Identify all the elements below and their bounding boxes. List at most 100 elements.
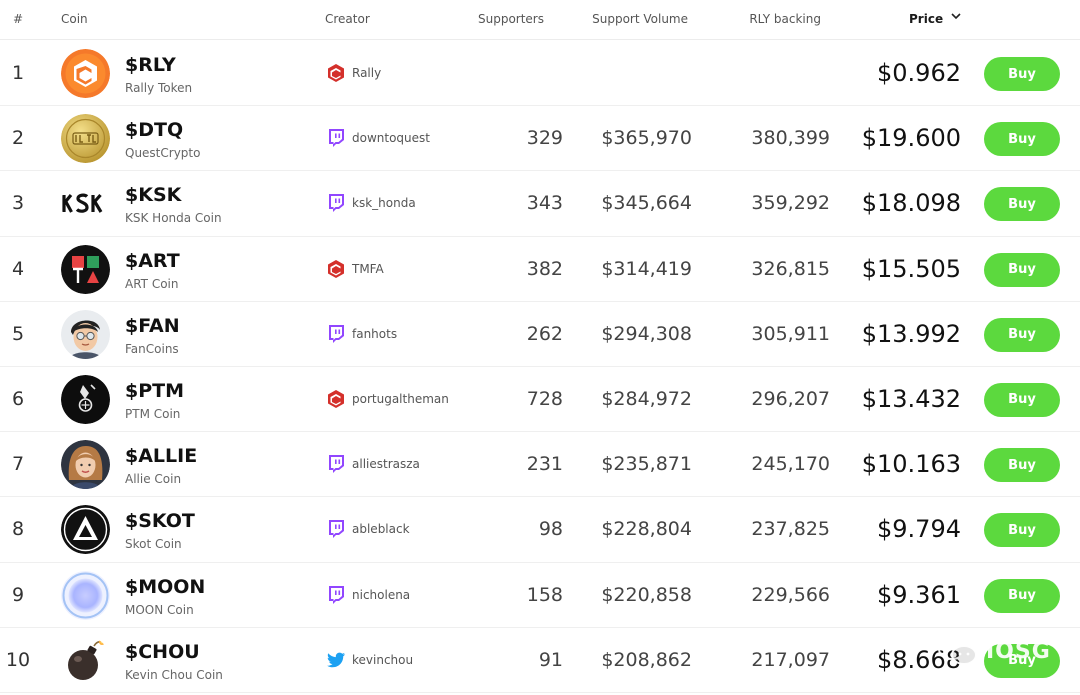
coin-symbol[interactable]: $PTM xyxy=(125,379,185,402)
table-row[interactable]: 8 $SKOT Skot Coin ableblack 98 $228,804 … xyxy=(0,497,1080,563)
buy-button[interactable]: Buy xyxy=(984,448,1060,483)
rly-backing: 359,292 xyxy=(751,192,830,215)
dtq-logo-icon xyxy=(61,114,110,164)
price: $8.668 xyxy=(877,645,961,674)
coin-symbol[interactable]: $DTQ xyxy=(125,119,184,142)
creator-handle[interactable]: kevinchou xyxy=(352,652,414,667)
twitch-icon xyxy=(329,455,344,474)
table-row[interactable]: 9 $MOON MOON Coin nicholena 158 $220,858… xyxy=(0,563,1080,628)
creator[interactable]: alliestrasza xyxy=(326,432,420,496)
table-row[interactable]: 1 $RLY Rally Token Rally $0.962 Buy xyxy=(0,41,1080,107)
creator-handle[interactable]: portugaltheman xyxy=(352,392,449,407)
rly-logo-icon xyxy=(61,49,110,98)
bomb-logo-icon xyxy=(61,635,110,685)
creator-handle[interactable]: downtoquest xyxy=(352,131,430,146)
creator-handle[interactable]: nicholena xyxy=(352,587,411,602)
buy-button[interactable]: Buy xyxy=(984,643,1060,678)
coin-symbol[interactable]: $CHOU xyxy=(125,640,200,663)
rank: 1 xyxy=(11,62,25,85)
coin-name: ART Coin xyxy=(125,276,179,291)
support-volume: $294,308 xyxy=(601,322,692,345)
table-row[interactable]: 2 $DTQ QuestCrypto downtoquest 329 $365,… xyxy=(0,106,1080,172)
support-volume: $220,858 xyxy=(601,583,692,606)
rly-backing: 229,566 xyxy=(751,583,830,606)
coin-symbol[interactable]: $FAN xyxy=(125,314,180,337)
rank: 2 xyxy=(11,127,25,150)
creator-handle[interactable]: TMFA xyxy=(352,261,384,276)
rank: 9 xyxy=(11,583,25,606)
coin-name: FanCoins xyxy=(125,341,179,356)
support-volume: $365,970 xyxy=(601,127,692,150)
rank: 8 xyxy=(11,518,25,541)
support-volume: $314,419 xyxy=(601,257,692,280)
header-coin: Coin xyxy=(61,12,88,26)
creator[interactable]: TMFA xyxy=(326,237,384,301)
support-volume: $284,972 xyxy=(601,388,692,411)
buy-button[interactable]: Buy xyxy=(984,578,1060,613)
price: $13.432 xyxy=(861,385,961,414)
table-row[interactable]: 4 $ART ART Coin TMFA 382 $314,419 326,81… xyxy=(0,237,1080,302)
coin-name: MOON Coin xyxy=(125,602,194,617)
supporters: 343 xyxy=(526,192,563,215)
table-row[interactable]: 7 $ALLIE Allie Coin alliestrasza 231 $23… xyxy=(0,432,1080,498)
creator[interactable]: kevinchou xyxy=(326,628,413,692)
creator[interactable]: portugaltheman xyxy=(326,367,449,431)
rly-backing: 326,815 xyxy=(751,257,830,280)
buy-button[interactable]: Buy xyxy=(984,57,1060,91)
header-price-sort[interactable]: Price xyxy=(909,12,944,26)
creator[interactable]: fanhots xyxy=(326,302,397,366)
buy-button[interactable]: Buy xyxy=(984,513,1060,548)
buy-button[interactable]: Buy xyxy=(984,317,1060,352)
buy-button[interactable]: Buy xyxy=(984,187,1060,222)
creator[interactable]: Rally xyxy=(326,41,381,105)
table-row[interactable]: 10 $CHOU Kevin Chou Coin kevinchou 91 $2… xyxy=(0,628,1080,693)
coin-name: Rally Token xyxy=(125,81,193,95)
header-rly-backing[interactable]: RLY backing xyxy=(749,12,821,26)
creator-handle[interactable]: fanhots xyxy=(352,326,398,341)
coin-symbol[interactable]: $KSK xyxy=(125,184,182,207)
coin-name: QuestCrypto xyxy=(125,146,201,161)
coin-name: Allie Coin xyxy=(125,472,182,487)
table-header: # Coin Creator Supporters Support Volume… xyxy=(0,0,1080,40)
rly-backing: 305,911 xyxy=(751,322,830,345)
table-row[interactable]: 5 $FAN FanCoins fanhots 262 $294,308 305… xyxy=(0,302,1080,367)
rank: 6 xyxy=(11,388,25,411)
creator-handle[interactable]: ksk_honda xyxy=(352,196,416,211)
coin-symbol[interactable]: $ART xyxy=(125,249,180,272)
coin-symbol[interactable]: $RLY xyxy=(125,54,176,76)
price: $15.505 xyxy=(861,254,961,283)
coin-symbol[interactable]: $MOON xyxy=(125,575,206,598)
price: $0.962 xyxy=(877,59,961,88)
rally-icon xyxy=(328,64,344,83)
creator[interactable]: ableblack xyxy=(326,497,410,561)
coin-symbol[interactable]: $ALLIE xyxy=(125,445,198,468)
creator-handle[interactable]: alliestrasza xyxy=(352,457,420,472)
rank: 4 xyxy=(11,257,25,280)
twitch-icon xyxy=(329,129,344,148)
supporters: 728 xyxy=(526,388,563,411)
creator[interactable]: nicholena xyxy=(326,563,410,627)
creator[interactable]: ksk_honda xyxy=(326,171,416,235)
fan-avatar-icon xyxy=(61,309,110,359)
header-creator: Creator xyxy=(325,12,370,26)
allie-avatar-icon xyxy=(61,440,110,490)
creator-handle[interactable]: Rally xyxy=(352,66,382,81)
header-supporters[interactable]: Supporters xyxy=(477,12,544,26)
buy-button[interactable]: Buy xyxy=(984,382,1060,417)
twitter-icon xyxy=(327,652,346,668)
buy-button[interactable]: Buy xyxy=(984,252,1060,287)
support-volume: $228,804 xyxy=(601,518,692,541)
table-row[interactable]: 3 $KSK KSK Honda Coin ksk_honda 343 $345… xyxy=(0,171,1080,237)
skot-logo-icon xyxy=(61,505,110,555)
price: $13.992 xyxy=(861,319,961,348)
twitch-icon xyxy=(329,324,344,343)
buy-button[interactable]: Buy xyxy=(984,122,1060,157)
moon-logo-icon xyxy=(61,570,110,620)
coin-name: Skot Coin xyxy=(125,537,182,552)
table-row[interactable]: 6 $PTM PTM Coin portugaltheman 728 $284,… xyxy=(0,367,1080,433)
creator[interactable]: downtoquest xyxy=(326,106,430,170)
chevron-down-icon[interactable] xyxy=(950,10,962,22)
header-support-volume[interactable]: Support Volume xyxy=(592,12,688,26)
coin-symbol[interactable]: $SKOT xyxy=(125,510,195,533)
creator-handle[interactable]: ableblack xyxy=(352,522,410,537)
